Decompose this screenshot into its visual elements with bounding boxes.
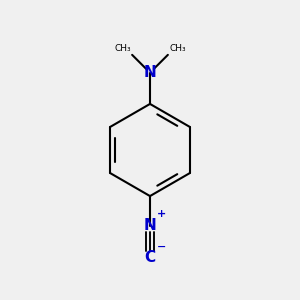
Text: C: C <box>144 250 156 265</box>
Text: CH₃: CH₃ <box>169 44 186 53</box>
Text: N: N <box>144 218 156 233</box>
Text: N: N <box>144 65 156 80</box>
Text: CH₃: CH₃ <box>114 44 130 53</box>
Text: −: − <box>157 242 166 252</box>
Text: +: + <box>157 209 166 219</box>
